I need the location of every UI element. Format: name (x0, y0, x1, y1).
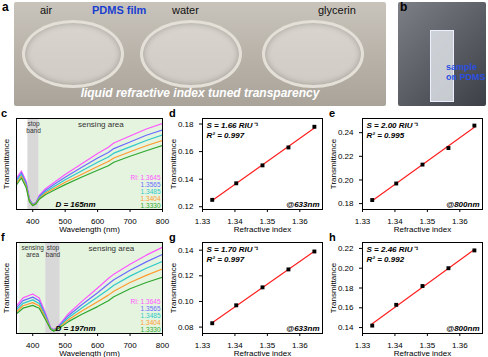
svg-text:1.34: 1.34 (387, 341, 403, 351)
svg-text:D = 165nm: D = 165nm (55, 200, 95, 209)
svg-text:S = 2.46 RIU⁻¹: S = 2.46 RIU⁻¹ (367, 245, 419, 254)
html-text:d: d (169, 107, 176, 119)
svg-text:0.14: 0.14 (178, 175, 194, 184)
svg-text:1.36: 1.36 (452, 217, 468, 226)
svg-text:1.33: 1.33 (195, 341, 211, 350)
svg-text:1.34: 1.34 (227, 341, 243, 351)
html-text:glycerin: glycerin (318, 4, 356, 16)
svg-text:sensingarea: sensingarea (22, 244, 45, 257)
svg-text:R² = 0.995: R² = 0.995 (367, 131, 405, 140)
svg-text:S = 2.00 RIU⁻¹: S = 2.00 RIU⁻¹ (367, 121, 419, 130)
html-text:h: h (329, 231, 336, 243)
svg-text:Transmittance: Transmittance (329, 262, 338, 313)
svg-text:1.33: 1.33 (355, 341, 371, 350)
svg-text:0.10: 0.10 (178, 297, 194, 306)
svg-text:Refractive index: Refractive index (234, 225, 291, 234)
svg-text:0.18: 0.18 (178, 120, 194, 129)
svg-text:Transmittance: Transmittance (169, 138, 178, 189)
svg-text:1.3565: 1.3565 (141, 305, 161, 312)
svg-text:S = 1.70 RIU⁻¹: S = 1.70 RIU⁻¹ (207, 245, 259, 254)
svg-text:0.24: 0.24 (338, 128, 354, 137)
svg-text:1.35: 1.35 (259, 341, 276, 351)
svg-text:0.12: 0.12 (178, 202, 194, 211)
html-text:Transmittance: Transmittance (1, 262, 11, 313)
svg-text:@633nm: @633nm (286, 200, 319, 209)
svg-text:1.36: 1.36 (292, 341, 308, 350)
svg-text:0.18: 0.18 (338, 199, 354, 208)
svg-text:0.08: 0.08 (178, 323, 194, 332)
svg-text:D = 197nm: D = 197nm (55, 324, 95, 333)
html-text:e: e (329, 107, 336, 119)
svg-text:sensing area: sensing area (78, 120, 124, 129)
svg-text:0.14: 0.14 (178, 246, 194, 255)
svg-text:1.3404: 1.3404 (141, 319, 161, 326)
svg-text:1.36: 1.36 (452, 341, 468, 350)
html-text:water: water (172, 4, 199, 16)
svg-text:500: 500 (58, 217, 72, 227)
svg-text:RI: 1.3645: RI: 1.3645 (131, 298, 161, 305)
svg-text:@633nm: @633nm (286, 324, 319, 333)
svg-text:1.35: 1.35 (259, 217, 276, 227)
html-text:PDMS film: PDMS film (92, 4, 147, 16)
svg-text:1.33: 1.33 (355, 217, 371, 226)
svg-text:0.16: 0.16 (178, 147, 194, 156)
svg-text:Transmittance: Transmittance (329, 138, 338, 189)
html-text:g: g (169, 231, 176, 243)
svg-text:sensing area: sensing area (88, 244, 134, 253)
svg-text:R² = 0.997: R² = 0.997 (207, 131, 245, 140)
svg-text:600: 600 (90, 341, 105, 351)
svg-text:1.34: 1.34 (227, 217, 243, 227)
svg-text:1.35: 1.35 (419, 217, 436, 227)
html-text:c: c (1, 107, 8, 119)
svg-text:1.3565: 1.3565 (141, 181, 161, 188)
html-text:air: air (40, 4, 53, 16)
svg-text:0.22: 0.22 (338, 152, 354, 161)
svg-text:Refractive index: Refractive index (234, 349, 291, 357)
html-text:liquid refractive index tuned: liquid refractive index tuned transparen… (80, 86, 320, 100)
svg-text:1.35: 1.35 (419, 341, 436, 351)
svg-text:Refractive index: Refractive index (394, 225, 451, 234)
svg-text:Refractive index: Refractive index (394, 349, 451, 357)
svg-text:0.22: 0.22 (338, 244, 354, 253)
svg-text:1.3485: 1.3485 (141, 312, 161, 319)
svg-text:800: 800 (156, 341, 170, 350)
svg-text:400: 400 (26, 217, 40, 226)
svg-text:@800nm: @800nm (446, 200, 479, 209)
svg-text:1.36: 1.36 (292, 217, 308, 226)
svg-text:700: 700 (123, 217, 137, 226)
svg-text:R² = 0.992: R² = 0.992 (367, 255, 405, 264)
svg-text:1.33: 1.33 (195, 217, 211, 226)
svg-text:0.18: 0.18 (338, 284, 354, 293)
svg-text:stopband: stopband (26, 120, 41, 134)
svg-text:0.14: 0.14 (338, 323, 354, 332)
svg-text:1.3330: 1.3330 (141, 326, 161, 333)
svg-text:RI: 1.3645: RI: 1.3645 (131, 174, 161, 181)
html-text:f: f (1, 231, 5, 243)
svg-text:Wavelength (nm): Wavelength (nm) (59, 349, 120, 357)
svg-text:stopband: stopband (46, 244, 61, 257)
svg-text:Wavelength (nm): Wavelength (nm) (59, 225, 120, 234)
html-text:Transmittance: Transmittance (1, 138, 11, 189)
svg-text:600: 600 (90, 217, 105, 227)
svg-text:1.3404: 1.3404 (141, 195, 161, 202)
html-text:sample on PDMS: sample on PDMS (446, 62, 486, 82)
svg-text:500: 500 (58, 341, 72, 351)
svg-text:800: 800 (156, 217, 170, 226)
svg-text:@800nm: @800nm (446, 324, 479, 333)
svg-text:S = 1.66 RIU⁻¹: S = 1.66 RIU⁻¹ (207, 121, 259, 130)
svg-text:400: 400 (26, 341, 40, 350)
html-text:b: b (400, 0, 408, 14)
svg-text:Transmittance: Transmittance (169, 262, 178, 313)
svg-text:1.34: 1.34 (387, 217, 403, 227)
svg-text:0.16: 0.16 (338, 303, 354, 312)
html-text:a: a (2, 0, 9, 14)
svg-text:700: 700 (123, 341, 137, 350)
svg-text:0.20: 0.20 (338, 264, 354, 273)
svg-text:0.20: 0.20 (338, 176, 354, 185)
svg-text:1.3485: 1.3485 (141, 188, 161, 195)
svg-text:1.3330: 1.3330 (141, 202, 161, 209)
svg-text:0.12: 0.12 (178, 271, 194, 280)
svg-text:R² = 0.997: R² = 0.997 (207, 255, 245, 264)
